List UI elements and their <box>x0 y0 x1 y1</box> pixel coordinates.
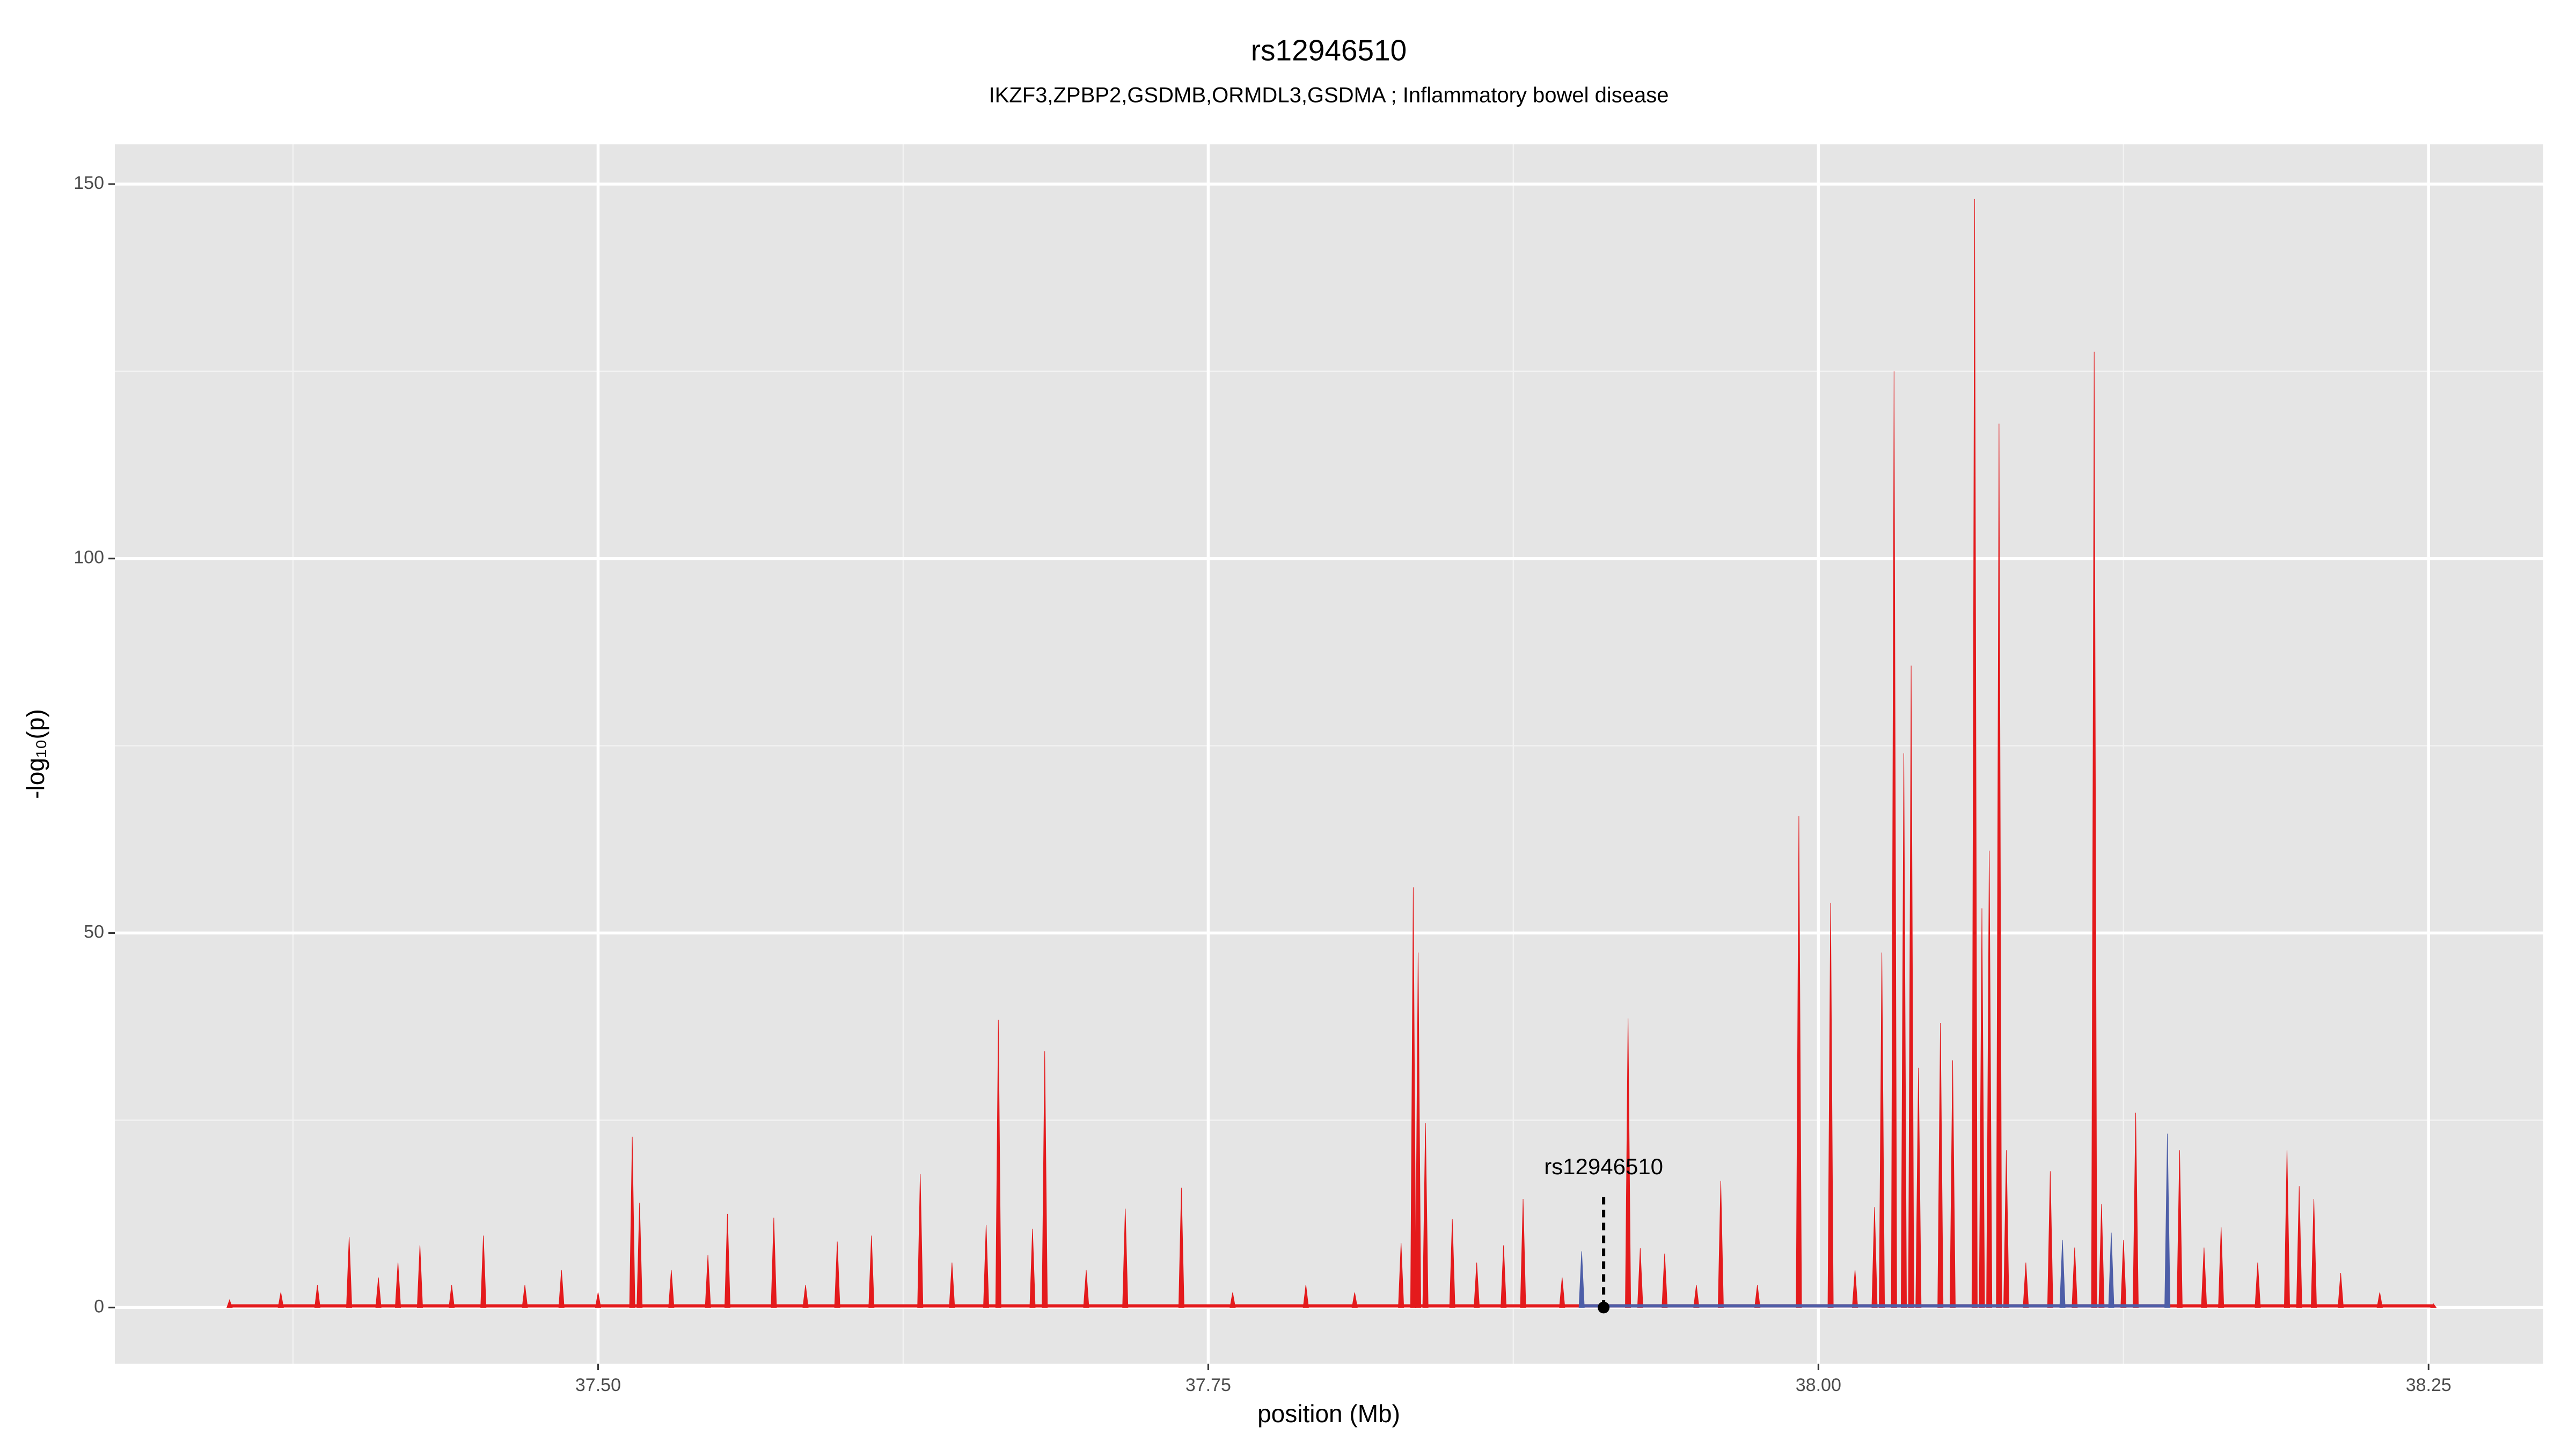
spike <box>868 1235 875 1308</box>
spike <box>2284 1150 2290 1308</box>
spike <box>1415 952 1421 1308</box>
spike <box>629 1137 635 1308</box>
spike <box>802 1285 809 1308</box>
spike <box>1578 1251 1585 1308</box>
x-tick-label: 38.00 <box>1796 1375 1841 1395</box>
spike <box>2108 1232 2114 1308</box>
plot-background <box>115 144 2543 1364</box>
spike <box>480 1235 487 1308</box>
annotation-point <box>1598 1301 1610 1314</box>
chart-subtitle: IKZF3,ZPBP2,GSDMB,ORMDL3,GSDMA ; Inflamm… <box>989 84 1668 107</box>
spike <box>2201 1247 2207 1308</box>
spike <box>1042 1051 1048 1308</box>
x-tick-label: 37.75 <box>1185 1375 1231 1395</box>
spike <box>917 1174 924 1308</box>
annotation-label: rs12946510 <box>1544 1154 1663 1179</box>
spike <box>1474 1262 1480 1308</box>
spike <box>314 1285 321 1308</box>
spike <box>1178 1188 1184 1308</box>
y-axis-label: -log₁₀(p) <box>21 709 49 799</box>
spike <box>1410 887 1416 1308</box>
y-tick-label: 150 <box>74 173 104 193</box>
spike <box>2430 1303 2437 1308</box>
spike <box>522 1285 528 1308</box>
x-tick-label: 38.25 <box>2406 1375 2451 1395</box>
spike <box>595 1292 602 1308</box>
spike <box>2218 1227 2224 1308</box>
spike <box>558 1270 565 1308</box>
spike <box>2255 1262 2261 1308</box>
spike <box>995 1020 1001 1308</box>
y-tick-label: 0 <box>94 1296 104 1316</box>
x-tick-label: 37.50 <box>575 1375 621 1395</box>
spike <box>1449 1219 1455 1308</box>
spike <box>2311 1198 2317 1308</box>
spike <box>1122 1209 1129 1308</box>
spike <box>724 1213 730 1308</box>
spike <box>1083 1270 1089 1308</box>
y-tick-label: 50 <box>84 922 104 942</box>
spike <box>2296 1186 2302 1308</box>
spike <box>2337 1273 2344 1308</box>
spike <box>705 1255 711 1308</box>
spike <box>1230 1292 1236 1308</box>
spike <box>1398 1243 1404 1308</box>
spike <box>2176 1150 2183 1308</box>
spike <box>1520 1198 1526 1308</box>
spike <box>1559 1277 1565 1308</box>
spike <box>983 1225 990 1308</box>
spike <box>834 1241 840 1308</box>
spike <box>636 1202 643 1308</box>
spike <box>1501 1245 1507 1308</box>
spike <box>949 1262 955 1308</box>
spike <box>2164 1133 2171 1308</box>
y-tick-label: 100 <box>74 547 104 568</box>
spike <box>1422 1123 1429 1308</box>
chart-title: rs12946510 <box>1251 34 1407 67</box>
spike <box>1302 1285 1309 1308</box>
spike <box>416 1245 423 1308</box>
spike <box>1029 1228 1036 1308</box>
spike <box>1351 1292 1358 1308</box>
spike <box>395 1262 401 1308</box>
x-axis-label: position (Mb) <box>1257 1400 1400 1428</box>
spike <box>771 1217 777 1308</box>
spike <box>277 1292 284 1308</box>
spike <box>346 1237 353 1308</box>
spike <box>2376 1292 2383 1308</box>
spike <box>226 1299 233 1308</box>
spike <box>375 1277 382 1308</box>
spike <box>2059 1240 2066 1308</box>
spike <box>449 1285 455 1308</box>
spike <box>668 1270 675 1308</box>
